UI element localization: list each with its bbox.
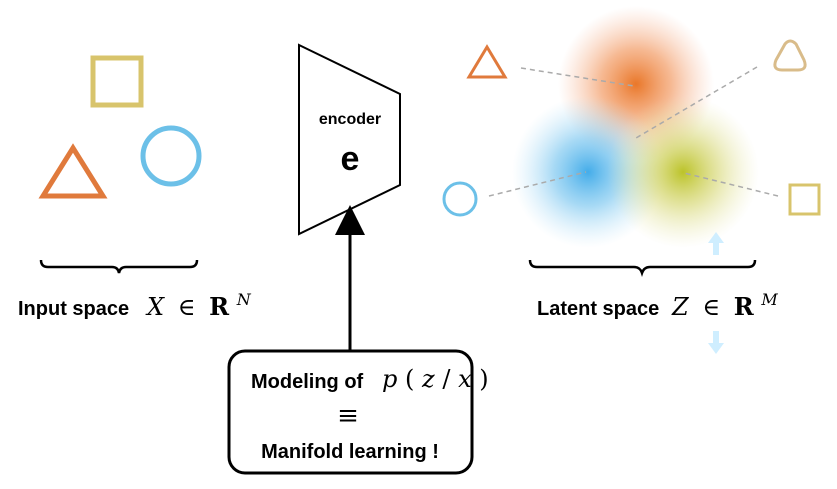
input-space-label: Input space bbox=[18, 298, 129, 320]
encoder-label: encoder bbox=[319, 111, 381, 128]
input-math-var: X bbox=[145, 293, 165, 321]
latent-math-exp: M bbox=[760, 290, 778, 309]
latent-math-var: Z bbox=[671, 293, 690, 321]
input-brace bbox=[39, 259, 199, 274]
latent-square-shape bbox=[788, 183, 821, 216]
modeling-equiv: ≡ bbox=[337, 401, 359, 431]
input-circle-shape bbox=[140, 125, 202, 187]
modeling-line1: Modeling of bbox=[251, 371, 364, 393]
encoder-trapezoid bbox=[298, 43, 401, 236]
modeling-math-p: p bbox=[382, 365, 397, 393]
modeling-math-slash: / bbox=[442, 365, 451, 393]
modeling-math-open: ( bbox=[405, 365, 414, 393]
latent-olive-blob bbox=[607, 96, 759, 248]
input-math-in: ∈ bbox=[178, 293, 196, 321]
modeling-math-close: ) bbox=[479, 365, 488, 393]
latent-up-arrow-icon bbox=[708, 232, 724, 255]
latent-triangle-shape bbox=[466, 44, 508, 79]
latent-square-dash bbox=[683, 172, 779, 197]
latent-circle-dash bbox=[488, 171, 587, 197]
latent-brace bbox=[528, 259, 757, 277]
latent-circle-shape bbox=[442, 181, 478, 217]
latent-down-arrow-icon bbox=[708, 331, 724, 354]
input-triangle-shape bbox=[38, 143, 108, 199]
input-math-exp: N bbox=[236, 290, 252, 309]
latent-math-in: ∈ bbox=[702, 293, 720, 321]
modeling-line3: Manifold learning ! bbox=[261, 441, 439, 463]
modeling-math: p ( z / x ) bbox=[382, 365, 489, 393]
latent-math-R: R bbox=[734, 292, 755, 321]
latent-space-math: Z ∈ R M bbox=[671, 290, 778, 321]
modeling-math-x: x bbox=[458, 365, 472, 393]
modeling-math-z: z bbox=[421, 365, 435, 393]
latent-rounded-triangle-shape bbox=[773, 39, 807, 72]
encoder-symbol: e bbox=[341, 140, 360, 178]
modeling-box bbox=[227, 349, 474, 475]
input-square-shape bbox=[90, 55, 144, 108]
input-math-R: R bbox=[209, 292, 230, 321]
input-space-math: X ∈ R N bbox=[145, 290, 252, 321]
latent-triangle-dash bbox=[520, 67, 635, 87]
latent-space-label: Latent space bbox=[537, 298, 659, 320]
